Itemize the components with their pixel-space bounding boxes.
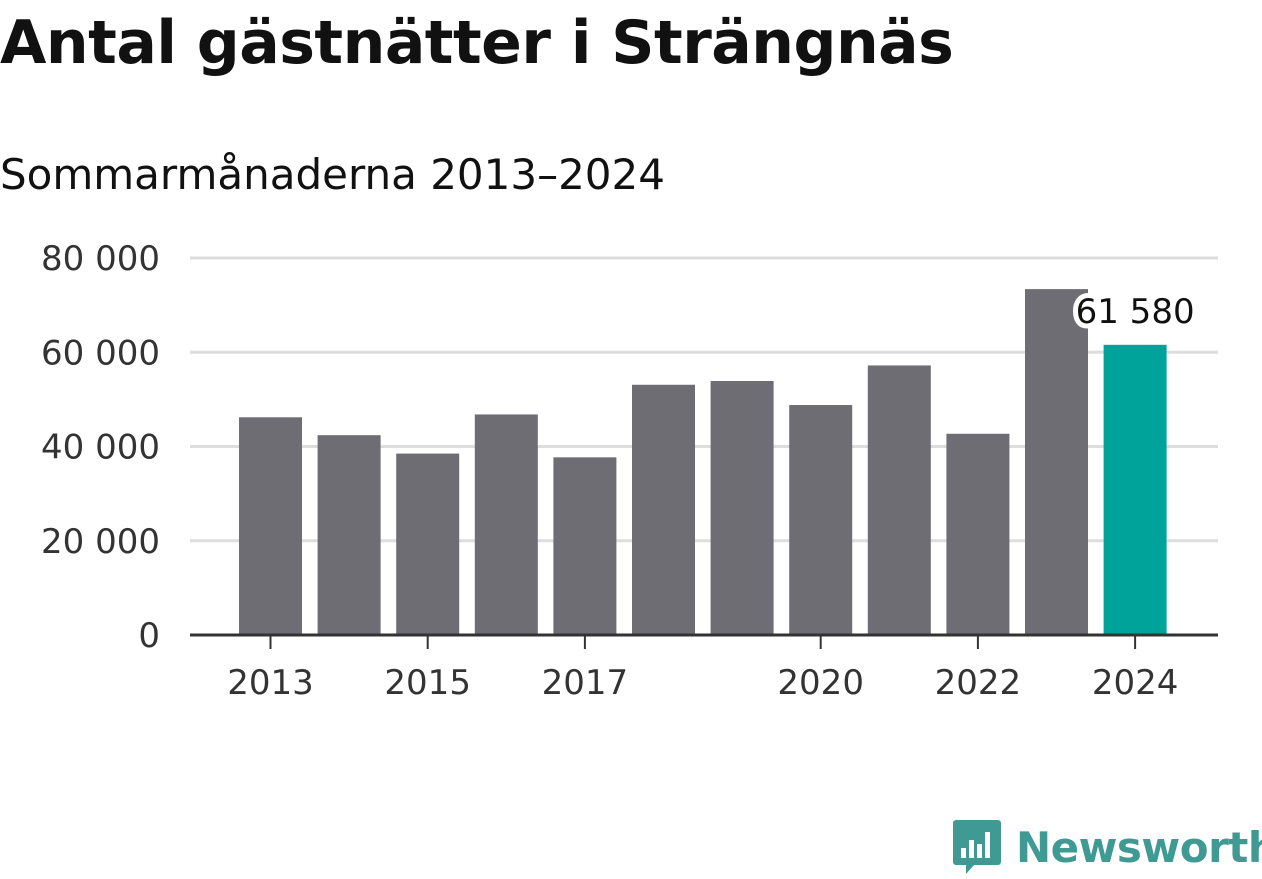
x-tick-label: 2024 — [1092, 663, 1179, 703]
bar-2021 — [867, 365, 931, 635]
x-tick-label: 2017 — [542, 663, 629, 703]
newsworthy-logo-icon — [953, 820, 1001, 874]
brand-logo: Newsworthy — [952, 818, 1262, 876]
data-label: 61 580 — [1076, 292, 1195, 332]
bar-2020 — [789, 405, 853, 635]
x-tick-label: 2015 — [384, 663, 471, 703]
bar-2022 — [946, 433, 1010, 635]
chart-title: Antal gästnätter i Strängnäs — [0, 8, 954, 78]
x-tick-label: 2022 — [935, 663, 1022, 703]
x-tick-label: 2013 — [227, 663, 314, 703]
bar-chart: 0 20 000 40 000 60 000 80 000 2013 2015 2017 202… — [41, 239, 1218, 703]
bar-2014 — [317, 435, 381, 635]
bar-2017 — [553, 457, 617, 635]
bar-2018 — [632, 384, 695, 635]
y-tick-label: 0 — [138, 616, 160, 656]
x-tick-label: 2020 — [777, 663, 864, 703]
bar-2024 — [1103, 344, 1167, 635]
chart-subtitle: Sommarmånaderna 2013–2024 — [0, 150, 665, 199]
y-tick-label: 20 000 — [41, 522, 160, 562]
bar-2015 — [396, 453, 460, 635]
y-tick-label: 60 000 — [41, 333, 160, 373]
bar-2013 — [239, 417, 302, 635]
brand-name: Newsworthy — [1016, 822, 1262, 872]
bar-2023 — [1025, 289, 1088, 635]
y-tick-label: 40 000 — [41, 428, 160, 468]
y-tick-label: 80 000 — [41, 239, 160, 279]
bar-2019 — [710, 380, 774, 635]
data-label-halo: 61 580 — [1076, 292, 1195, 332]
bar-2016 — [474, 414, 538, 635]
